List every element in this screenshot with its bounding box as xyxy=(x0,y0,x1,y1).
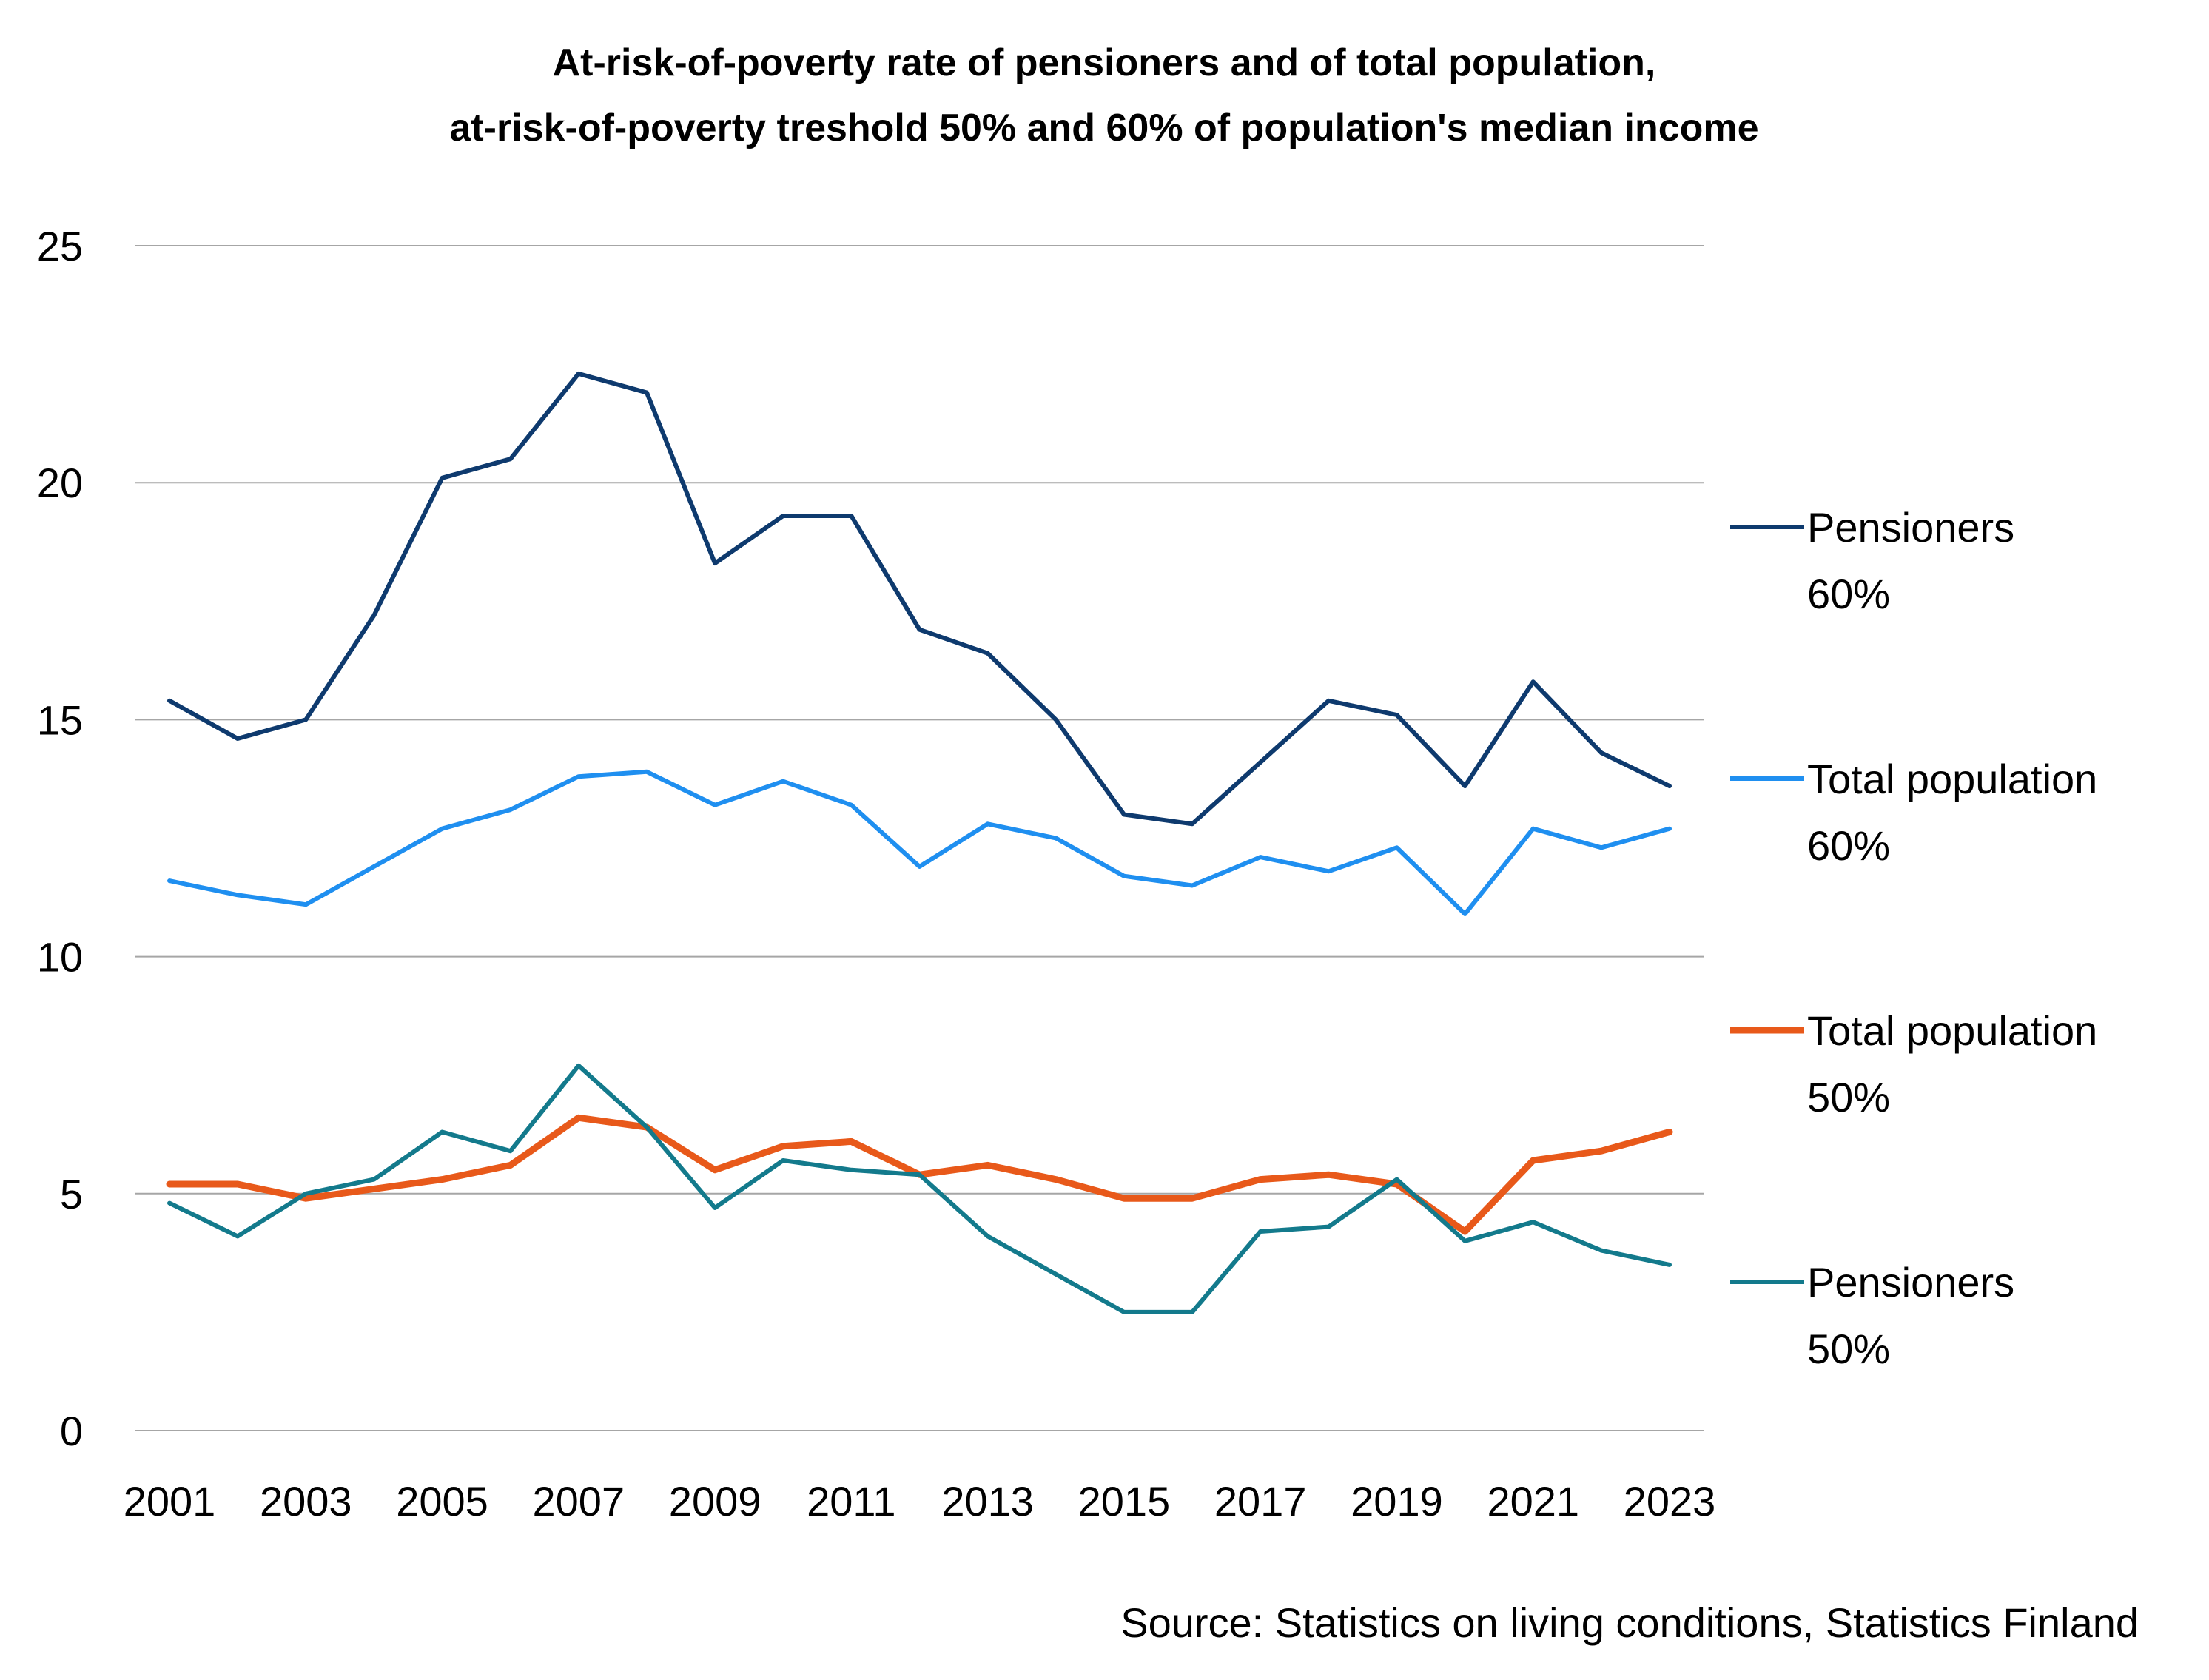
x-tick-label: 2021 xyxy=(1487,1478,1579,1525)
x-tick-label: 2013 xyxy=(941,1478,1034,1525)
legend-item-4: Pensioners 50% xyxy=(1730,1259,2014,1372)
x-tick-label: 2009 xyxy=(669,1478,761,1525)
series-line-1 xyxy=(167,371,1672,827)
y-tick-label: 25 xyxy=(37,223,83,269)
legend-label-line-1: Total population xyxy=(1807,756,2097,802)
x-axis-tick-labels: 2001 2003 2005 2007 2009 2011 2013 2015 2017 2019… xyxy=(124,1478,1716,1525)
legend-label-line-1: Pensioners xyxy=(1807,1259,2014,1306)
legend-label-line-2: 60% xyxy=(1807,822,1890,869)
y-tick-label: 5 xyxy=(60,1171,83,1217)
x-tick-label: 2015 xyxy=(1078,1478,1171,1525)
legend-item-2: Total population 60% xyxy=(1730,756,2097,869)
chart-title: At-risk-of-poverty rate of pensioners an… xyxy=(449,41,1758,149)
chart-title-line-2: at-risk-of-poverty treshold 50% and 60% … xyxy=(449,107,1758,149)
y-tick-label: 20 xyxy=(37,460,83,506)
x-tick-label: 2019 xyxy=(1351,1478,1443,1525)
gridlines xyxy=(135,245,1704,1431)
series-line-2 xyxy=(167,769,1672,916)
legend-item-1: Pensioners 60% xyxy=(1730,504,2014,617)
x-tick-label: 2017 xyxy=(1214,1478,1307,1525)
source-note: Source: Statistics on living conditions,… xyxy=(1120,1599,2139,1646)
legend-label-line-1: Pensioners xyxy=(1807,504,2014,551)
x-tick-label: 2023 xyxy=(1624,1478,1716,1525)
chart-title-line-1: At-risk-of-poverty rate of pensioners an… xyxy=(553,41,1656,84)
x-tick-label: 2011 xyxy=(807,1478,895,1525)
y-tick-label: 15 xyxy=(37,696,83,743)
x-tick-label: 2003 xyxy=(260,1478,352,1525)
x-tick-label: 2007 xyxy=(533,1478,625,1525)
legend-label-line-2: 50% xyxy=(1807,1074,1890,1120)
legend-label-line-2: 50% xyxy=(1807,1325,1890,1372)
series-lines xyxy=(166,371,1673,1314)
series-line-4 xyxy=(167,1063,1672,1314)
y-tick-label: 0 xyxy=(60,1408,83,1454)
legend-item-3: Total population 50% xyxy=(1730,1007,2097,1120)
legend-label-line-2: 60% xyxy=(1807,571,1890,617)
y-tick-label: 10 xyxy=(37,934,83,981)
x-tick-label: 2005 xyxy=(396,1478,488,1525)
legend-label-line-1: Total population xyxy=(1807,1007,2097,1054)
y-axis-tick-labels: 0 5 10 15 20 25 xyxy=(37,223,83,1454)
x-tick-label: 2001 xyxy=(124,1478,216,1525)
